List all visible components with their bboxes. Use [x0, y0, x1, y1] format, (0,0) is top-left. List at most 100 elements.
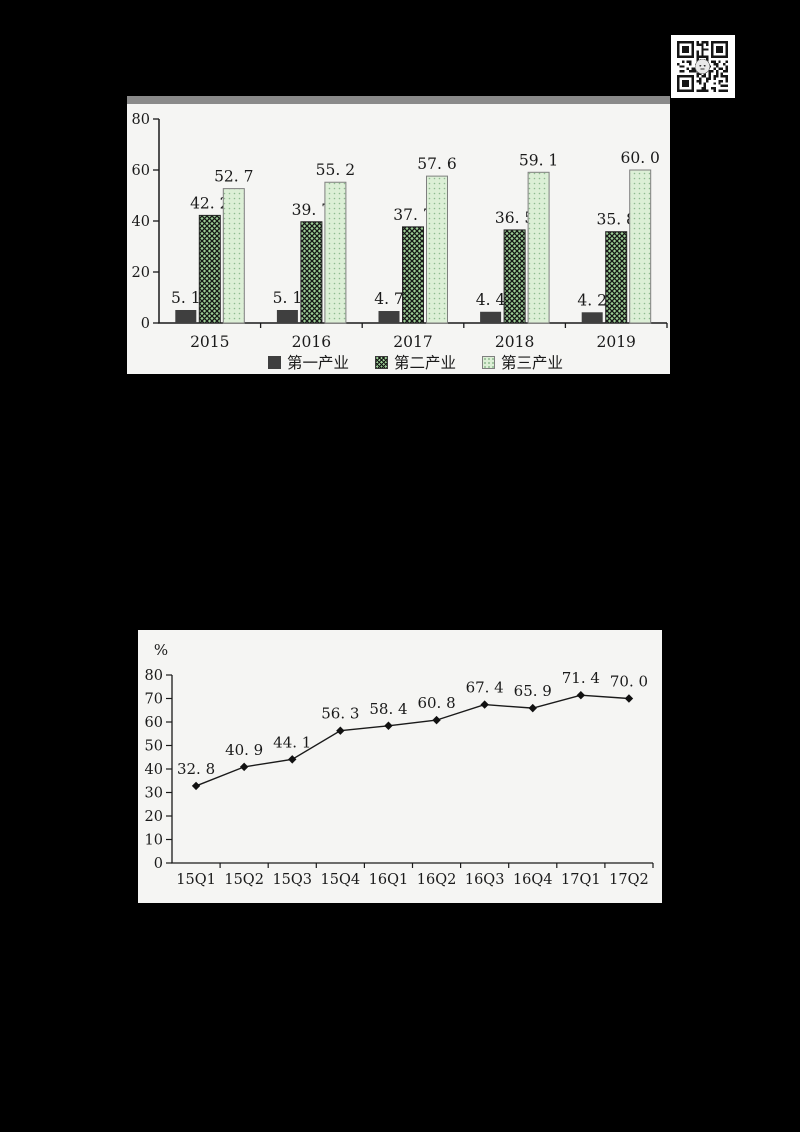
category-label: 16Q2: [417, 872, 457, 888]
category-label: 16Q1: [369, 872, 409, 888]
value-label: 59. 1: [519, 151, 558, 169]
category-label: 15Q3: [272, 872, 312, 888]
value-label: 4. 2: [577, 291, 607, 309]
y-tick-label: 80: [145, 668, 163, 684]
category-label: 17Q1: [561, 872, 601, 888]
data-point-marker: [480, 700, 489, 709]
value-label: 36. 5: [495, 209, 534, 227]
value-label: 35. 8: [596, 211, 635, 229]
y-tick-label: 80: [132, 112, 150, 128]
value-label: 67. 4: [466, 679, 504, 697]
bar: [402, 226, 424, 324]
y-tick-label: 0: [141, 316, 150, 332]
y-tick-label: 20: [145, 809, 163, 825]
bar: [378, 311, 400, 323]
bar: [629, 169, 652, 324]
bar: [605, 231, 628, 324]
category-label: 2016: [292, 333, 331, 351]
y-tick-label: 60: [145, 715, 163, 731]
value-label: 42. 2: [190, 194, 229, 212]
legend-label: 第二产业: [393, 354, 456, 372]
value-label: 55. 2: [316, 161, 355, 179]
data-point-marker: [384, 721, 393, 730]
data-point-marker: [528, 703, 537, 713]
legend-swatch-icon: [374, 355, 388, 369]
value-label: 60. 8: [417, 694, 455, 712]
data-point-marker: [288, 755, 297, 764]
y-tick-label: 10: [145, 833, 163, 849]
bar-chart-panel: 0 20 40 60 80 2015 5. 1 42. 2 52. 7 2016 5. 1 39. 7…: [127, 96, 670, 374]
legend-swatch-icon: [267, 355, 281, 369]
y-tick-label: 60: [132, 163, 150, 179]
y-tick-label: 20: [132, 265, 150, 281]
data-line: [195, 694, 629, 787]
category-label: 15Q1: [176, 872, 216, 888]
value-label: 5. 1: [171, 289, 201, 307]
qr-code-icon: [677, 41, 728, 92]
category-label: 17Q2: [609, 872, 649, 888]
value-label: 65. 9: [514, 682, 552, 700]
data-point-marker: [432, 715, 441, 725]
bar: [480, 311, 502, 323]
bar: [527, 171, 550, 324]
category-label: 2019: [596, 333, 635, 351]
panel-top-strip: [127, 96, 670, 104]
value-label: 57. 6: [417, 155, 456, 173]
bar: [175, 309, 197, 323]
value-label: 60. 0: [620, 149, 659, 167]
bar: [276, 309, 298, 323]
category-label: 2017: [393, 333, 432, 351]
legend-item-3: 第三产业: [482, 351, 563, 373]
bar-chart-svg: 0 20 40 60 80 2015 5. 1 42. 2 52. 7 2016 5. 1 39. 7…: [132, 112, 668, 351]
category-label: 15Q4: [321, 872, 361, 888]
y-axis-unit-label: %: [154, 641, 168, 659]
value-label: 5. 1: [273, 289, 303, 307]
value-label: 58. 4: [369, 700, 407, 718]
category-label: 16Q4: [513, 872, 553, 888]
value-label: 32. 8: [177, 760, 215, 778]
y-tick-label: 40: [145, 762, 163, 778]
y-tick-label: 30: [145, 786, 163, 802]
legend-label: 第三产业: [501, 354, 564, 372]
legend-label: 第一产业: [286, 354, 349, 372]
bar: [426, 175, 448, 324]
category-label: 2015: [190, 333, 229, 351]
y-tick-label: 50: [145, 739, 163, 755]
data-point-marker: [624, 694, 634, 703]
value-label: 44. 1: [273, 733, 311, 751]
y-tick-label: 70: [145, 692, 163, 708]
value-label: 71. 4: [562, 669, 600, 687]
value-label: 37. 7: [393, 206, 432, 224]
line-chart-svg: % 0 10 20 30 40 50 60 70 80 15Q1 15Q2 15Q3 15Q4 16Q1 16…: [145, 641, 654, 888]
bar: [503, 229, 526, 324]
value-label: 39. 7: [292, 201, 331, 219]
value-label: 70. 0: [610, 673, 648, 691]
value-label: 4. 7: [374, 290, 404, 308]
legend-item-1: 第一产业: [267, 351, 349, 373]
value-label: 56. 3: [321, 705, 359, 723]
data-point-marker: [239, 762, 249, 772]
bar: [324, 181, 347, 324]
y-tick-label: 40: [132, 214, 150, 230]
bar: [198, 214, 221, 324]
line-chart-panel: % 0 10 20 30 40 50 60 70 80 15Q1 15Q2 15Q3 15Q4 16Q1 16…: [138, 630, 662, 903]
data-point-marker: [576, 691, 586, 700]
y-tick-label: 0: [154, 856, 163, 872]
value-label: 52. 7: [214, 168, 253, 186]
bar: [300, 221, 323, 324]
value-label: 40. 9: [225, 741, 263, 759]
category-label: 16Q3: [465, 872, 505, 888]
legend-swatch-icon: [482, 355, 495, 369]
category-label: 2018: [495, 333, 534, 351]
bar: [222, 188, 245, 324]
qr-center-logo: [694, 58, 711, 75]
bar: [581, 312, 603, 323]
legend-item-2: 第二产业: [374, 351, 456, 373]
category-label: 15Q2: [224, 872, 264, 888]
data-point-marker: [336, 726, 345, 735]
value-label: 4. 4: [476, 291, 506, 309]
qr-code-box: [671, 35, 735, 98]
bar-chart-legend: 第一产业 第二产业 第三产业: [161, 351, 670, 373]
data-point-marker: [191, 781, 201, 791]
